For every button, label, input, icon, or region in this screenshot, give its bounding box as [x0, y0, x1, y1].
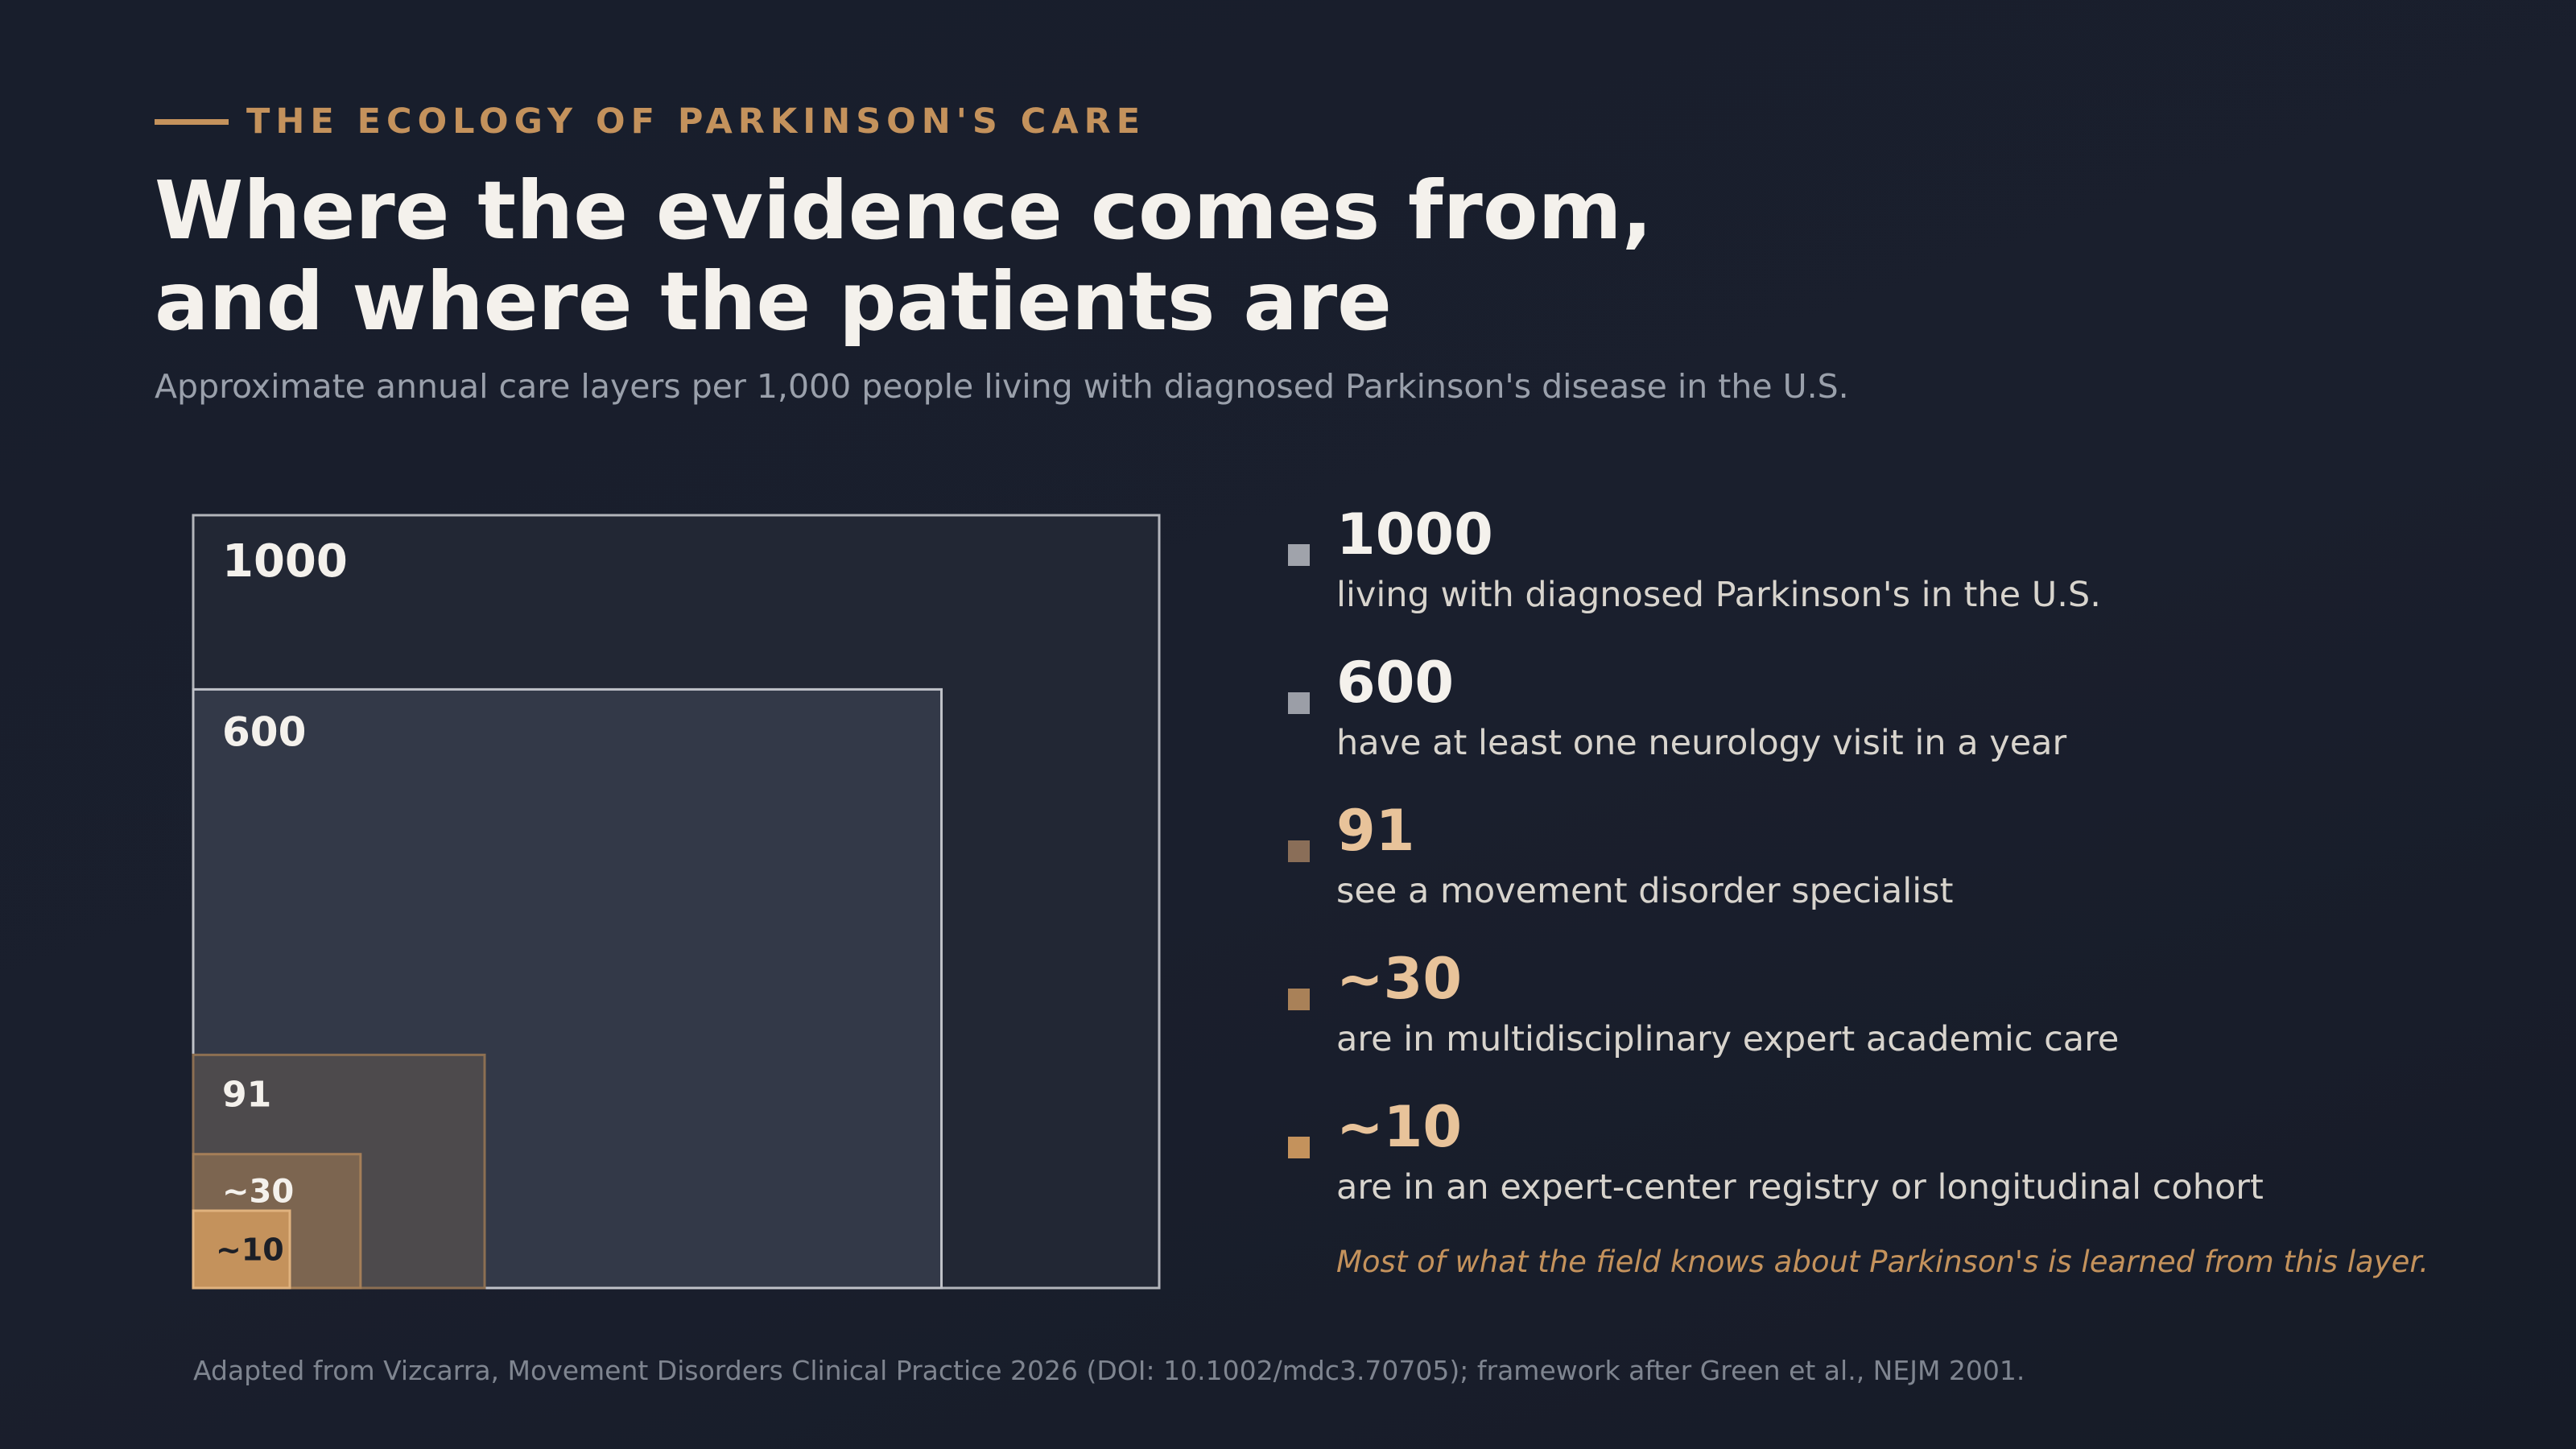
legend-description: are in an expert-center registry or long… — [1336, 1167, 2264, 1208]
layer-rect-4 — [192, 1209, 291, 1290]
legend-value: ~30 — [1336, 946, 1463, 1012]
legend-description: living with diagnosed Parkinson's in the… — [1336, 575, 2101, 615]
legend-item: 1000 living with diagnosed Parkinson's in… — [1280, 501, 2504, 649]
legend-item: 600 have at least one neurology visit in … — [1280, 649, 2504, 797]
title-line-1: Where the evidence comes from, — [155, 163, 1653, 258]
page-title: Where the evidence comes from, and where… — [155, 165, 1653, 347]
layer-label-4: ~10 — [216, 1232, 284, 1268]
legend-swatch — [1288, 1137, 1310, 1158]
legend: 1000 living with diagnosed Parkinson's in… — [1280, 501, 2504, 1241]
legend-description: are in multidisciplinary expert academic… — [1336, 1019, 2120, 1059]
layer-label-2: 91 — [222, 1074, 271, 1115]
eyebrow-rule — [155, 118, 229, 125]
eyebrow-text: THE ECOLOGY OF PARKINSON'S CARE — [246, 101, 1146, 142]
legend-value: ~10 — [1336, 1094, 1463, 1160]
legend-value: 91 — [1336, 798, 1415, 864]
page-subtitle: Approximate annual care layers per 1,000… — [155, 367, 1849, 406]
legend-value: 600 — [1336, 650, 1455, 716]
source-citation: Adapted from Vizcarra, Movement Disorder… — [193, 1355, 2025, 1386]
title-line-2: and where the patients are — [155, 254, 1392, 349]
legend-item: ~30 are in multidisciplinary expert acade… — [1280, 945, 2504, 1093]
legend-item: 91 see a movement disorder specialist — [1280, 797, 2504, 945]
legend-description: have at least one neurology visit in a y… — [1336, 723, 2067, 763]
legend-swatch — [1288, 692, 1310, 714]
legend-swatch — [1288, 840, 1310, 862]
chart-note: Most of what the field knows about Parki… — [1336, 1245, 2429, 1279]
legend-description: see a movement disorder specialist — [1336, 871, 1954, 911]
legend-item: ~10 are in an expert-center registry or l… — [1280, 1093, 2504, 1241]
legend-swatch — [1288, 989, 1310, 1010]
legend-value: 1000 — [1336, 502, 1493, 568]
eyebrow: THE ECOLOGY OF PARKINSON'S CARE — [155, 101, 1146, 142]
layer-label-1: 600 — [222, 708, 306, 755]
layer-label-0: 1000 — [222, 535, 348, 588]
layer-label-3: ~30 — [222, 1174, 294, 1211]
legend-swatch — [1288, 544, 1310, 566]
